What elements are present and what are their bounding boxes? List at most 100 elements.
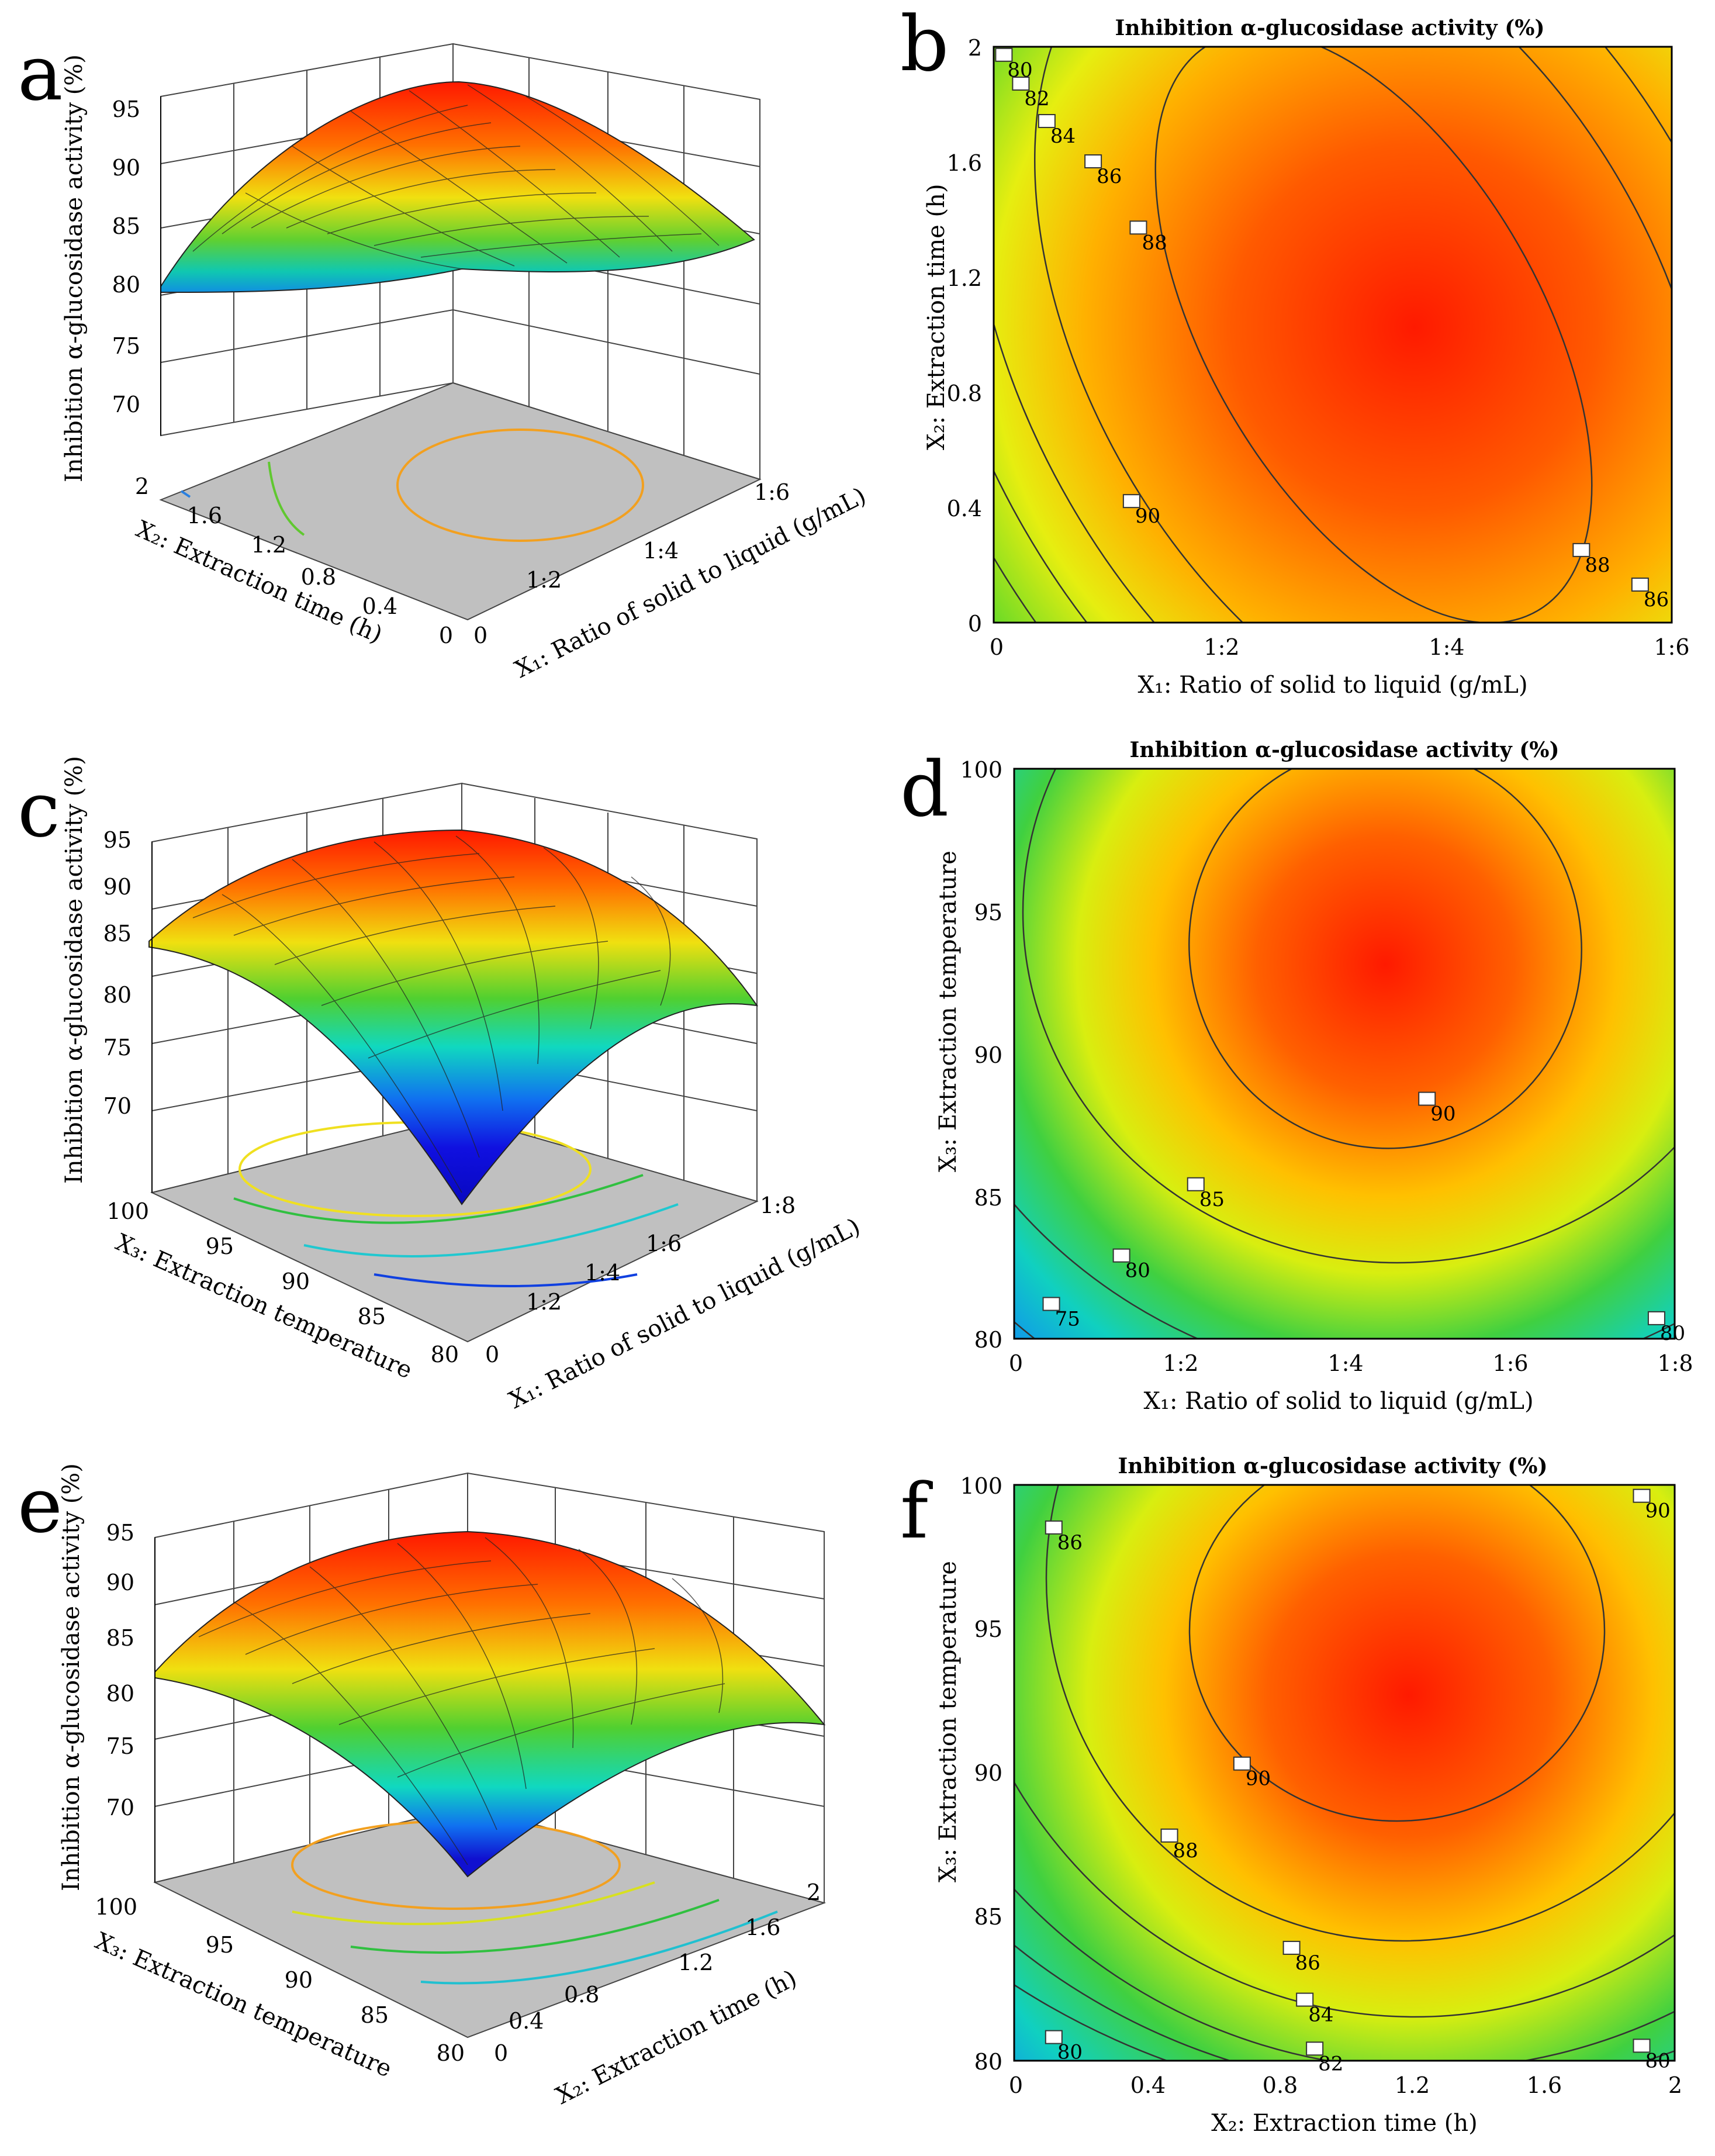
contour-d-fill (1014, 769, 1675, 1339)
contour-label: 80 (1645, 2049, 1671, 2072)
panel-f: f Inhibition α-glucosidase activity (%) … (900, 1454, 1682, 2137)
z-tick: 85 (112, 213, 140, 239)
surface-a-floor-contour (268, 461, 305, 536)
z-axis-label: Inhibition α-glucosidase activity (%) (61, 756, 88, 1184)
surface-c-floor-contour (233, 1174, 644, 1224)
z-tick: 70 (112, 392, 140, 417)
contour-label-marker (995, 47, 1013, 62)
y-tick: 85 (361, 2002, 389, 2028)
contour-label-marker (1631, 577, 1649, 592)
panel-b: b Inhibition α-glucosidase activity (%) … (900, 0, 1690, 699)
surface-e-floor-contour (350, 1899, 720, 1954)
contour-label: 90 (1645, 1499, 1671, 1523)
x-tick: 0 (485, 1342, 499, 1367)
y-tick: 90 (282, 1269, 310, 1294)
y-tick: 0 (968, 611, 982, 637)
contour-f-yaxis: 100 95 90 85 80 X₃: Extraction temperatu… (935, 1473, 1002, 2075)
x-tick: 1.6 (745, 1915, 780, 1940)
contour-b-title: Inhibition α-glucosidase activity (%) (1115, 16, 1545, 40)
z-tick: 75 (112, 333, 140, 359)
contour-b-xaxis: 0 1:2 1:4 1:6 X₁: Ratio of solid to liqu… (990, 634, 1690, 699)
contour-label-marker (1647, 1311, 1665, 1325)
x-axis-label: X₁: Ratio of solid to liquid (g/mL) (1143, 1388, 1533, 1415)
x-tick: 0.8 (1263, 2072, 1298, 2098)
y-tick: 85 (974, 1904, 1002, 1930)
x-tick: 1:2 (1204, 634, 1239, 660)
x-tick: 1:4 (1429, 634, 1464, 660)
contour-label: 88 (1142, 231, 1167, 254)
contour-label-marker (1038, 114, 1056, 129)
x-tick: 0 (494, 2040, 508, 2066)
surface-a-floor-contour (396, 429, 644, 542)
z-tick: 95 (112, 96, 140, 122)
contour-label: 86 (1295, 1951, 1320, 1975)
surface-e-floor-contour (420, 1910, 778, 1985)
contour-b-frame (993, 46, 1673, 624)
contour-label: 75 (1055, 1308, 1080, 1331)
y-tick: 1.6 (187, 503, 222, 528)
z-axis-label: Inhibition α-glucosidase activity (%) (58, 1463, 85, 1891)
contour-label-marker (1282, 1940, 1301, 1955)
contour-d-xaxis: 0 1:2 1:4 1:6 1:8 X₁: Ratio of solid to … (1009, 1350, 1693, 1415)
surface-c-zaxis: 95 90 85 80 75 70 Inhibition α-glucosida… (61, 756, 153, 1193)
y-tick: 0 (439, 623, 453, 648)
contour-label-marker (1187, 1177, 1205, 1191)
z-tick: 70 (103, 1093, 132, 1119)
z-tick: 90 (103, 874, 132, 900)
contour-label-marker (1012, 77, 1030, 91)
panel-letter-d: d (900, 745, 949, 834)
contour-label-marker (1306, 2041, 1324, 2056)
surface-c-grid (192, 835, 671, 1193)
contour-label: 90 (1135, 505, 1160, 528)
surface-e-zaxis: 95 90 85 80 75 70 Inhibition α-glucosida… (58, 1463, 155, 1891)
contour-b-lines (994, 47, 1672, 623)
y-tick: 80 (974, 1327, 1002, 1353)
contour-f-title: Inhibition α-glucosidase activity (%) (1118, 1454, 1548, 1478)
x-tick: 0 (990, 634, 1004, 660)
x-tick: 1:8 (760, 1193, 796, 1218)
panel-d: d Inhibition α-glucosidase activity (%) … (900, 738, 1693, 1415)
contour-label-marker (1042, 1297, 1060, 1311)
y-tick: 80 (437, 2040, 465, 2066)
x-tick: 1:6 (1654, 634, 1689, 660)
y-tick: 0.8 (947, 381, 982, 406)
contour-label-marker (1633, 2038, 1651, 2053)
panel-letter-a: a (18, 29, 63, 118)
surface-a-mesh (160, 81, 755, 293)
contour-f-lines (1014, 1485, 1675, 2061)
surface-a-grid (192, 84, 720, 270)
contour-d-frame (1013, 768, 1676, 1340)
x-tick: 1:2 (526, 567, 562, 593)
surface-c-floor-contour (374, 1273, 638, 1287)
contour-label: 82 (1318, 2052, 1343, 2075)
y-tick: 90 (974, 1042, 1002, 1068)
z-axis-label: Inhibition α-glucosidase activity (%) (61, 54, 88, 482)
surface-c-floor (150, 1115, 759, 1343)
contour-label-marker (1129, 220, 1147, 235)
y-tick: 2 (968, 35, 982, 61)
x-tick: 1:6 (754, 479, 790, 505)
contour-label-marker (1296, 1992, 1314, 2007)
contour-label: 86 (1097, 165, 1122, 188)
y-tick: 1.6 (947, 150, 982, 176)
contour-f-xaxis: 0 0.4 0.8 1.2 1.6 2 X₂: Extraction time … (1009, 2072, 1682, 2137)
contour-label-marker (1112, 1248, 1130, 1263)
y-tick: 0.4 (362, 593, 397, 619)
z-tick: 80 (103, 982, 132, 1008)
x-tick: 2 (807, 1879, 821, 1905)
y-axis-label: X₃: Extraction temperature (935, 1561, 962, 1882)
z-tick: 80 (112, 272, 140, 298)
contour-b-fill (994, 47, 1672, 623)
z-tick: 75 (106, 1733, 134, 1759)
y-tick: 1.2 (947, 265, 982, 291)
y-tick: 85 (358, 1304, 386, 1329)
y-tick: 90 (974, 1760, 1002, 1786)
surface-a-zaxis: 95 90 85 80 75 70 Inhibition α-glucosida… (61, 54, 161, 482)
surface-e-floor-contour (292, 1881, 655, 1926)
contour-label-marker (1233, 1756, 1251, 1771)
contour-label: 84 (1050, 125, 1076, 148)
x-tick: 1:2 (1163, 1350, 1198, 1376)
contour-d-labels: 75 80 85 90 80 (1042, 1091, 1685, 1345)
